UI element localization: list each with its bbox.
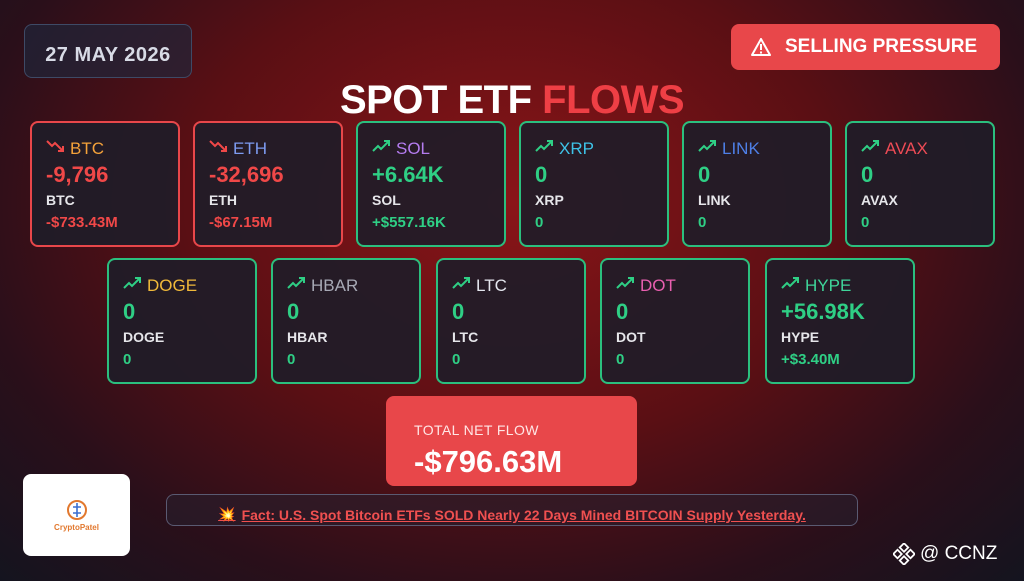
asset-card-hbar: HBAR 0 HBAR 0 (271, 258, 421, 384)
asset-flow: 0 (698, 162, 711, 187)
asset-usd-flow: 0 (452, 351, 461, 368)
asset-card-avax: AVAX 0 AVAX 0 (845, 121, 995, 247)
fact-banner: 💥 Fact: U.S. Spot Bitcoin ETFs SOLD Near… (166, 494, 858, 526)
asset-flow: 0 (123, 299, 136, 324)
asset-flow: +6.64K (372, 162, 444, 187)
asset-symbol: DOT (640, 276, 676, 295)
asset-unit: DOGE (123, 329, 165, 345)
trend-up-icon (616, 277, 634, 289)
asset-usd-flow: +$557.16K (372, 214, 446, 231)
asset-unit: ETH (209, 192, 237, 208)
asset-flow: 0 (616, 299, 629, 324)
asset-flow: -32,696 (209, 162, 284, 187)
trend-up-icon (287, 277, 305, 289)
asset-flow: -9,796 (46, 162, 109, 187)
watermark: @ CCNZ (893, 543, 997, 565)
title-part-2: FLOWS (542, 78, 685, 122)
binance-icon (893, 543, 915, 565)
date-text: 27 MAY 2026 (45, 43, 171, 66)
asset-symbol: LTC (476, 276, 507, 295)
total-net-flow-amount: -$796.63M (414, 444, 563, 479)
asset-card-dot: DOT 0 DOT 0 (600, 258, 750, 384)
asset-symbol: AVAX (885, 139, 928, 158)
asset-usd-flow: 0 (287, 351, 296, 368)
asset-card-ltc: LTC 0 LTC 0 (436, 258, 586, 384)
asset-unit: DOT (616, 329, 646, 345)
asset-unit: HBAR (287, 329, 328, 345)
trend-down-icon (46, 140, 64, 152)
selling-pressure-badge: SELLING PRESSURE (731, 24, 1000, 70)
trend-up-icon (781, 277, 799, 289)
trend-up-icon (372, 140, 390, 152)
asset-unit: BTC (46, 192, 75, 208)
asset-flow: +56.98K (781, 299, 865, 324)
asset-unit: LTC (452, 329, 479, 345)
asset-symbol: BTC (70, 139, 104, 158)
asset-unit: LINK (698, 192, 731, 208)
collision-icon: 💥 (218, 506, 236, 522)
asset-card-hype: HYPE +56.98K HYPE +$3.40M (765, 258, 915, 384)
asset-card-eth: ETH -32,696 ETH -$67.15M (193, 121, 343, 247)
asset-symbol: HYPE (805, 276, 852, 295)
asset-card-sol: SOL +6.64K SOL +$557.16K (356, 121, 506, 247)
asset-symbol: XRP (559, 139, 594, 158)
fact-text: Fact: U.S. Spot Bitcoin ETFs SOLD Nearly… (241, 507, 806, 523)
asset-flow: 0 (535, 162, 548, 187)
asset-unit: SOL (372, 192, 401, 208)
trend-up-icon (452, 277, 470, 289)
asset-card-doge: DOGE 0 DOGE 0 (107, 258, 257, 384)
asset-symbol: SOL (396, 139, 431, 158)
asset-symbol: ETH (233, 139, 267, 158)
asset-flow: 0 (861, 162, 874, 187)
logo: CryptoPatel (23, 474, 130, 556)
trend-up-icon (698, 140, 716, 152)
watermark-text: @ CCNZ (920, 543, 998, 564)
trend-up-icon (861, 140, 879, 152)
asset-unit: XRP (535, 192, 564, 208)
total-net-flow-label: TOTAL NET FLOW (414, 422, 539, 438)
total-net-flow-card: TOTAL NET FLOW -$796.63M (386, 396, 637, 486)
asset-usd-flow: +$3.40M (781, 351, 840, 368)
asset-flow: 0 (452, 299, 465, 324)
date-badge: 27 MAY 2026 (24, 24, 192, 78)
asset-unit: AVAX (861, 192, 898, 208)
asset-flow: 0 (287, 299, 300, 324)
asset-card-link: LINK 0 LINK 0 (682, 121, 832, 247)
asset-card-btc: BTC -9,796 BTC -$733.43M (30, 121, 180, 247)
logo-mark-icon (66, 499, 87, 520)
asset-usd-flow: 0 (123, 351, 132, 368)
asset-usd-flow: 0 (861, 214, 870, 231)
asset-usd-flow: 0 (698, 214, 707, 231)
page-title: SPOT ETF FLOWS (0, 78, 1024, 123)
trend-down-icon (209, 140, 227, 152)
asset-card-xrp: XRP 0 XRP 0 (519, 121, 669, 247)
selling-pressure-label: SELLING PRESSURE (785, 36, 978, 57)
asset-usd-flow: 0 (535, 214, 544, 231)
asset-symbol: HBAR (311, 276, 359, 295)
asset-usd-flow: -$733.43M (46, 214, 118, 231)
asset-usd-flow: -$67.15M (209, 214, 273, 231)
trend-up-icon (123, 277, 141, 289)
title-part-1: SPOT ETF (339, 78, 532, 122)
asset-symbol: LINK (722, 139, 760, 158)
warning-icon (751, 38, 771, 56)
asset-usd-flow: 0 (616, 351, 625, 368)
asset-symbol: DOGE (147, 276, 198, 295)
trend-up-icon (535, 140, 553, 152)
logo-text: CryptoPatel (54, 522, 99, 532)
asset-unit: HYPE (781, 329, 820, 345)
